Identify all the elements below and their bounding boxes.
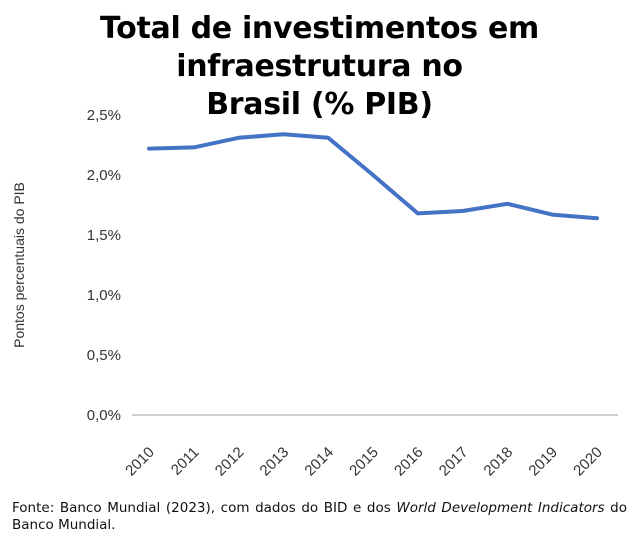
x-tick-label: 2019 — [525, 444, 561, 480]
source-italic: World Development Indicators — [396, 500, 605, 516]
x-tick-label: 2013 — [257, 444, 293, 480]
x-tick-label: 2017 — [436, 444, 472, 480]
x-tick-label: 2012 — [212, 444, 248, 480]
x-tick-label: 2014 — [301, 444, 337, 480]
source-note: Fonte: Banco Mundial (2023), com dados d… — [12, 500, 627, 534]
x-tick-label: 2020 — [570, 444, 606, 480]
y-tick-label: 2,0% — [87, 167, 121, 184]
series-line — [147, 132, 599, 221]
x-tick-label: 2010 — [122, 444, 158, 480]
line-chart: 0,0% 0,5% 1,0% 1,5% 2,0% 2,5% Pontos percentua… — [11, 107, 618, 480]
x-tick-label: 2018 — [481, 444, 517, 480]
x-tick-label: 2015 — [346, 444, 382, 480]
source-prefix: Fonte: Banco Mundial (2023), com dados d… — [12, 500, 397, 516]
x-tick-label: 2016 — [391, 444, 427, 480]
y-tick-label: 1,5% — [87, 227, 121, 244]
chart-title-line-2: Brasil (% PIB) — [206, 87, 433, 122]
chart-title-line-1: Total de investimentos em infraestrutura… — [99, 11, 539, 84]
y-tick-label: 0,5% — [87, 347, 121, 364]
source-suffix: do Banco Mundial. — [12, 500, 628, 533]
y-tick-label: 1,0% — [87, 287, 121, 304]
y-axis-label: Pontos percentuais do PIB — [11, 182, 27, 348]
x-tick-label: 2011 — [168, 444, 203, 479]
chart-title: Total de investimentos em infraestrutura… — [0, 10, 639, 124]
y-tick-label: 0,0% — [87, 407, 121, 424]
y-tick-label: 2,5% — [87, 107, 121, 124]
